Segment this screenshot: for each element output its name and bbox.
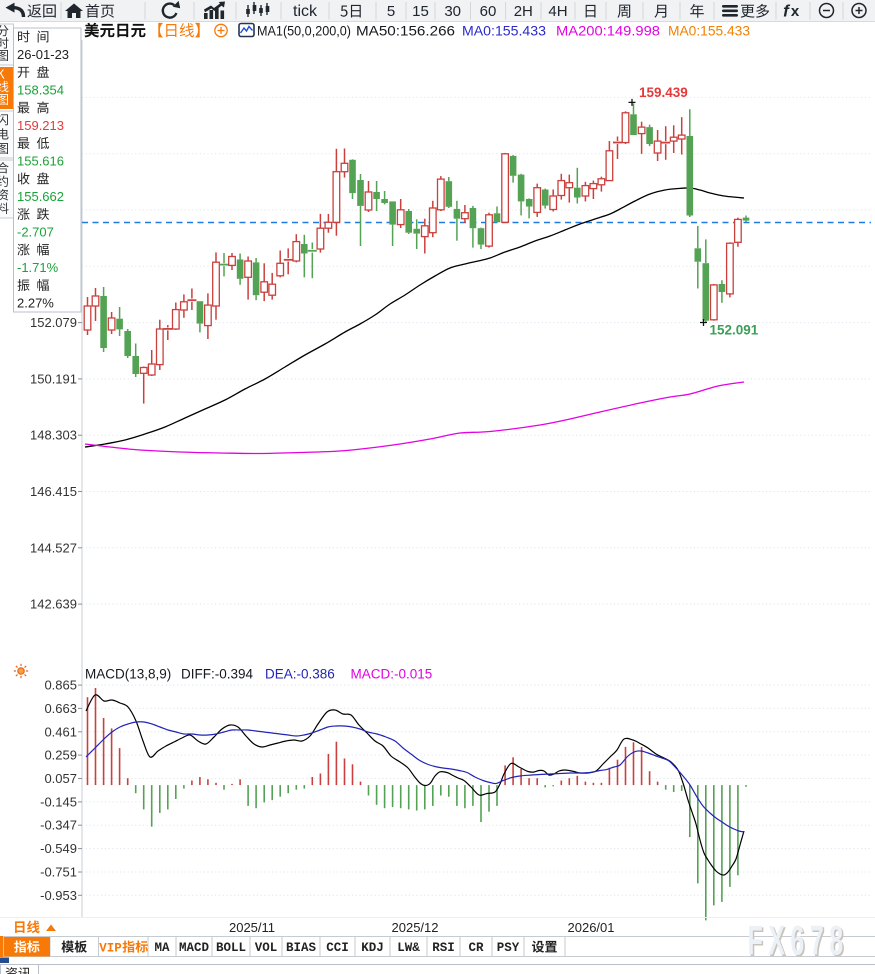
svg-text:MACD(13,8,9): MACD(13,8,9) [85, 667, 171, 682]
svg-text:FX678: FX678 [749, 920, 850, 966]
svg-text:142.639: 142.639 [30, 597, 77, 612]
svg-text:CCI: CCI [326, 941, 349, 955]
svg-text:155.662: 155.662 [17, 189, 64, 204]
svg-text:2025/12: 2025/12 [392, 920, 439, 935]
svg-text:159.213: 159.213 [17, 118, 64, 133]
svg-text:MA0:155.433: MA0:155.433 [462, 23, 546, 39]
svg-text:x: x [791, 3, 800, 20]
svg-text:FX678: FX678 [748, 918, 849, 964]
svg-text:5: 5 [387, 3, 395, 20]
svg-text:MACD:-0.015: MACD:-0.015 [351, 667, 433, 682]
svg-text:MA1(50,0,200,0): MA1(50,0,200,0) [257, 23, 351, 39]
svg-text:15: 15 [412, 3, 429, 20]
svg-text:2025/11: 2025/11 [229, 920, 275, 935]
svg-text:MA: MA [154, 941, 170, 955]
svg-text:BIAS: BIAS [286, 941, 317, 955]
svg-text:158.354: 158.354 [17, 83, 64, 98]
svg-text:159.439: 159.439 [639, 85, 688, 100]
svg-text:26-01-23: 26-01-23 [17, 47, 69, 62]
svg-text:2.27%: 2.27% [17, 296, 54, 311]
svg-text:146.415: 146.415 [30, 484, 77, 499]
svg-text:60: 60 [480, 3, 497, 20]
svg-text:-0.347: -0.347 [40, 818, 77, 833]
svg-text:KDJ: KDJ [361, 941, 384, 955]
svg-text:0.057: 0.057 [44, 771, 77, 786]
svg-text:MACD: MACD [179, 941, 210, 955]
svg-text:-0.953: -0.953 [40, 888, 77, 903]
svg-text:152.091: 152.091 [710, 323, 759, 338]
svg-text:0.259: 0.259 [44, 748, 77, 763]
svg-text:4H: 4H [548, 3, 567, 20]
svg-text:155.616: 155.616 [17, 154, 64, 169]
svg-text:150.191: 150.191 [30, 371, 77, 386]
svg-text:BOLL: BOLL [216, 941, 246, 955]
svg-text:-0.145: -0.145 [40, 794, 77, 809]
svg-text:152.079: 152.079 [30, 315, 77, 330]
svg-text:MA0:155.433: MA0:155.433 [668, 23, 750, 39]
svg-text:148.303: 148.303 [30, 428, 77, 443]
svg-text:CR: CR [468, 941, 484, 955]
svg-text:-0.751: -0.751 [40, 865, 77, 880]
svg-text:DIFF:-0.394: DIFF:-0.394 [181, 667, 254, 682]
svg-text:-0.549: -0.549 [40, 841, 77, 856]
svg-text:DEA:-0.386: DEA:-0.386 [265, 667, 335, 682]
svg-text:-1.71%: -1.71% [17, 260, 59, 275]
svg-text:30: 30 [444, 3, 461, 20]
svg-text:MA50:156.266: MA50:156.266 [356, 23, 455, 39]
svg-text:PSY: PSY [497, 941, 520, 955]
svg-text:VIP: VIP [99, 942, 122, 956]
svg-text:-2.707: -2.707 [17, 225, 54, 240]
svg-text:MA200:149.998: MA200:149.998 [556, 23, 660, 39]
svg-text:tick: tick [293, 3, 318, 20]
svg-text:0.865: 0.865 [44, 678, 77, 693]
svg-text:144.527: 144.527 [30, 540, 77, 555]
svg-text:f: f [783, 2, 791, 21]
svg-text:RSI: RSI [432, 941, 455, 955]
svg-text:0.461: 0.461 [44, 724, 77, 739]
svg-text:VOL: VOL [255, 941, 278, 955]
svg-text:0.663: 0.663 [44, 701, 77, 716]
svg-text:2026/01: 2026/01 [568, 920, 615, 935]
svg-text:LW&: LW& [397, 941, 420, 955]
svg-text:2H: 2H [514, 3, 533, 20]
